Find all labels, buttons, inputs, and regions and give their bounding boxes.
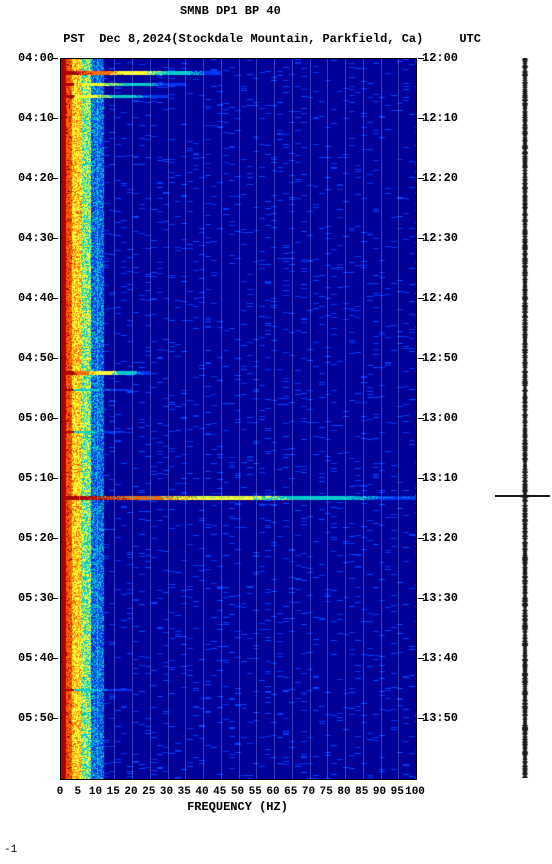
x-axis-label: FREQUENCY (HZ)	[60, 800, 415, 814]
side-waveform-canvas	[520, 58, 530, 778]
y-right-tick: 12:50	[422, 351, 458, 365]
x-tick: 100	[405, 786, 425, 798]
y-left-tick: 05:40	[18, 651, 54, 665]
x-tick: 50	[231, 786, 244, 798]
y-right-tick: 12:40	[422, 291, 458, 305]
spectrogram-plot	[60, 58, 417, 780]
y-left-tick: 04:20	[18, 171, 54, 185]
x-tick: 90	[373, 786, 386, 798]
y-left-tick: 04:50	[18, 351, 54, 365]
y-right-tick: 13:30	[422, 591, 458, 605]
x-tick: 80	[337, 786, 350, 798]
y-axis-right-utc: 12:0012:1012:2012:3012:4012:5013:0013:10…	[418, 58, 478, 778]
y-left-tick: 04:30	[18, 231, 54, 245]
x-tick: 85	[355, 786, 368, 798]
spectrogram-canvas	[61, 59, 416, 779]
y-left-tick: 05:50	[18, 711, 54, 725]
x-tick: 30	[160, 786, 173, 798]
y-left-tick: 05:10	[18, 471, 54, 485]
y-left-tick: 04:00	[18, 51, 54, 65]
x-tick: 70	[302, 786, 315, 798]
y-left-tick: 04:40	[18, 291, 54, 305]
y-right-tick: 13:40	[422, 651, 458, 665]
y-right-tick: 12:20	[422, 171, 458, 185]
x-tick: 75	[320, 786, 333, 798]
x-tick: 45	[213, 786, 226, 798]
y-right-tick: 13:50	[422, 711, 458, 725]
x-tick: 35	[178, 786, 191, 798]
title-line-1: SMNB DP1 BP 40	[0, 4, 552, 18]
spectrogram-container: SMNB DP1 BP 40 PST Dec 8,2024(Stockdale …	[0, 0, 552, 864]
x-tick: 40	[195, 786, 208, 798]
x-tick: 0	[57, 786, 64, 798]
x-tick: 25	[142, 786, 155, 798]
y-left-tick: 05:20	[18, 531, 54, 545]
station-text: (Stockdale Mountain, Parkfield, Ca)	[171, 32, 423, 46]
x-tick: 55	[249, 786, 262, 798]
corner-mark: -1	[4, 844, 17, 856]
x-tick: 20	[124, 786, 137, 798]
y-left-tick: 05:30	[18, 591, 54, 605]
x-tick: 5	[74, 786, 81, 798]
waveform-spike	[495, 495, 550, 497]
side-waveform	[520, 58, 530, 778]
x-tick: 15	[107, 786, 120, 798]
y-axis-left-pst: 04:0004:1004:2004:3004:4004:5005:0005:10…	[0, 58, 58, 778]
y-right-tick: 13:00	[422, 411, 458, 425]
title-line-2: PST Dec 8,2024(Stockdale Mountain, Parkf…	[0, 18, 552, 60]
x-tick: 60	[266, 786, 279, 798]
x-tick: 65	[284, 786, 297, 798]
y-right-tick: 12:00	[422, 51, 458, 65]
title-block: SMNB DP1 BP 40 PST Dec 8,2024(Stockdale …	[0, 4, 552, 60]
y-right-tick: 12:30	[422, 231, 458, 245]
x-axis: 05 10 15 20 25 30 35 40 45 50 55 60 65 70 75 80 85 90 9510…	[60, 780, 425, 820]
date-text: Dec 8,2024	[99, 32, 171, 46]
y-right-tick: 13:20	[422, 531, 458, 545]
x-tick: 10	[89, 786, 102, 798]
y-right-tick: 12:10	[422, 111, 458, 125]
tz-right: UTC	[459, 32, 481, 46]
y-left-tick: 05:00	[18, 411, 54, 425]
tz-left: PST	[63, 32, 85, 46]
y-left-tick: 04:10	[18, 111, 54, 125]
y-right-tick: 13:10	[422, 471, 458, 485]
x-tick: 95	[391, 786, 404, 798]
